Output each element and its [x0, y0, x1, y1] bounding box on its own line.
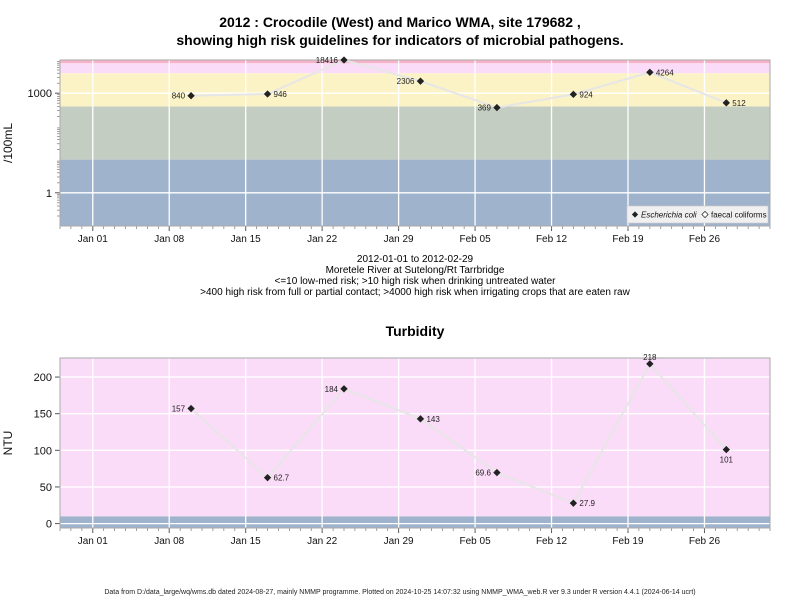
y-tick-label: 1 [46, 188, 52, 200]
x-tick-label: Jan 22 [307, 536, 337, 547]
x-tick-label: Feb 05 [460, 234, 492, 245]
legend-marker-faecal [701, 210, 709, 219]
chart1-guideline-drinking: <=10 low-med risk; >10 high risk when dr… [274, 276, 556, 287]
plot-frame [59, 59, 771, 227]
data-label: 4264 [656, 68, 674, 77]
guideline-band-1 [60, 358, 770, 517]
legend-label-ecoli: Escherichia coli [641, 211, 697, 220]
footer-note: Data from D:/data_large/wq/wms.db dated … [104, 589, 696, 596]
x-tick-label: Feb 19 [612, 536, 644, 547]
data-label: 369 [478, 104, 492, 113]
x-tick-label: Jan 08 [154, 536, 184, 547]
y-tick-label: 150 [34, 409, 52, 421]
chart2-plot: Jan 01 Jan 08 Jan 15 Jan 22 Jan 29 Feb 05 Feb … [1, 353, 771, 547]
x-tick-label: Jan 29 [384, 234, 414, 245]
data-point [416, 77, 425, 85]
y-tick-label: 100 [34, 445, 52, 457]
data-point [646, 360, 654, 368]
x-tick-label: Feb 19 [612, 234, 644, 245]
data-point [569, 499, 578, 507]
plot-frame [59, 357, 771, 529]
y-tick-label: 200 [34, 372, 52, 384]
chart1-plot: Jan 01 Jan 08 Jan 15 Jan 22 Jan 29 Feb 05 Feb … [1, 56, 771, 245]
x-tick-label: Jan 01 [78, 234, 108, 245]
y-tick-label: 1000 [28, 88, 52, 100]
guideline-band-1 [60, 106, 770, 160]
x-tick-label: Jan 08 [154, 234, 184, 245]
data-label: 840 [172, 92, 186, 101]
x-tick-label: Jan 22 [307, 234, 337, 245]
data-point [340, 56, 348, 64]
data-label: 184 [325, 385, 339, 394]
series-line [190, 362, 728, 505]
x-tick-label: Feb 26 [689, 536, 721, 547]
data-label: 143 [426, 415, 440, 424]
x-tick-label: Feb 05 [460, 536, 492, 547]
chart1-title-line2: showing high risk guidelines for indicat… [176, 32, 624, 48]
data-label: 157 [172, 405, 186, 414]
data-label: 69.6 [475, 469, 491, 478]
guideline-band-4 [60, 60, 770, 64]
data-label: 101 [720, 456, 734, 465]
chart1-site-name: Moretele River at Sutelong/Rt Tarrbridge [325, 265, 505, 276]
data-label: 2306 [397, 77, 415, 86]
y-tick-label: 0 [46, 519, 52, 531]
y-axis-label: /100mL [1, 123, 15, 163]
legend-box [626, 205, 769, 224]
x-tick-label: Feb 12 [536, 536, 568, 547]
x-tick-label: Jan 15 [231, 234, 261, 245]
legend-label-faecal: faecal coliforms [711, 211, 767, 220]
y-axis-label: NTU [1, 431, 15, 456]
guideline-band-3 [60, 63, 770, 74]
x-tick-label: Jan 01 [78, 536, 108, 547]
chart2-title: Turbidity [385, 323, 445, 339]
data-point [187, 92, 195, 100]
data-label: 62.7 [274, 474, 290, 483]
x-tick-label: Feb 26 [689, 234, 721, 245]
data-label: 946 [274, 90, 288, 99]
data-point [569, 90, 578, 99]
data-label: 27.9 [579, 499, 595, 508]
y-tick-label: 50 [40, 482, 52, 494]
data-label: 18416 [316, 56, 339, 65]
x-tick-label: Jan 29 [384, 536, 414, 547]
chart1-guideline-contact: >400 high risk from full or partial cont… [200, 287, 630, 298]
chart1-title-line1: 2012 : Crocodile (West) and Marico WMA, … [219, 14, 581, 30]
series-line [191, 58, 727, 109]
x-tick-label: Jan 15 [231, 536, 261, 547]
chart1-date-range: 2012-01-01 to 2012-02-29 [356, 254, 474, 265]
data-label: 218 [643, 353, 657, 362]
x-tick-label: Feb 12 [536, 234, 568, 245]
guideline-band-0 [60, 516, 770, 528]
data-label: 512 [732, 99, 746, 108]
data-point [722, 445, 730, 454]
data-label: 924 [579, 90, 593, 99]
